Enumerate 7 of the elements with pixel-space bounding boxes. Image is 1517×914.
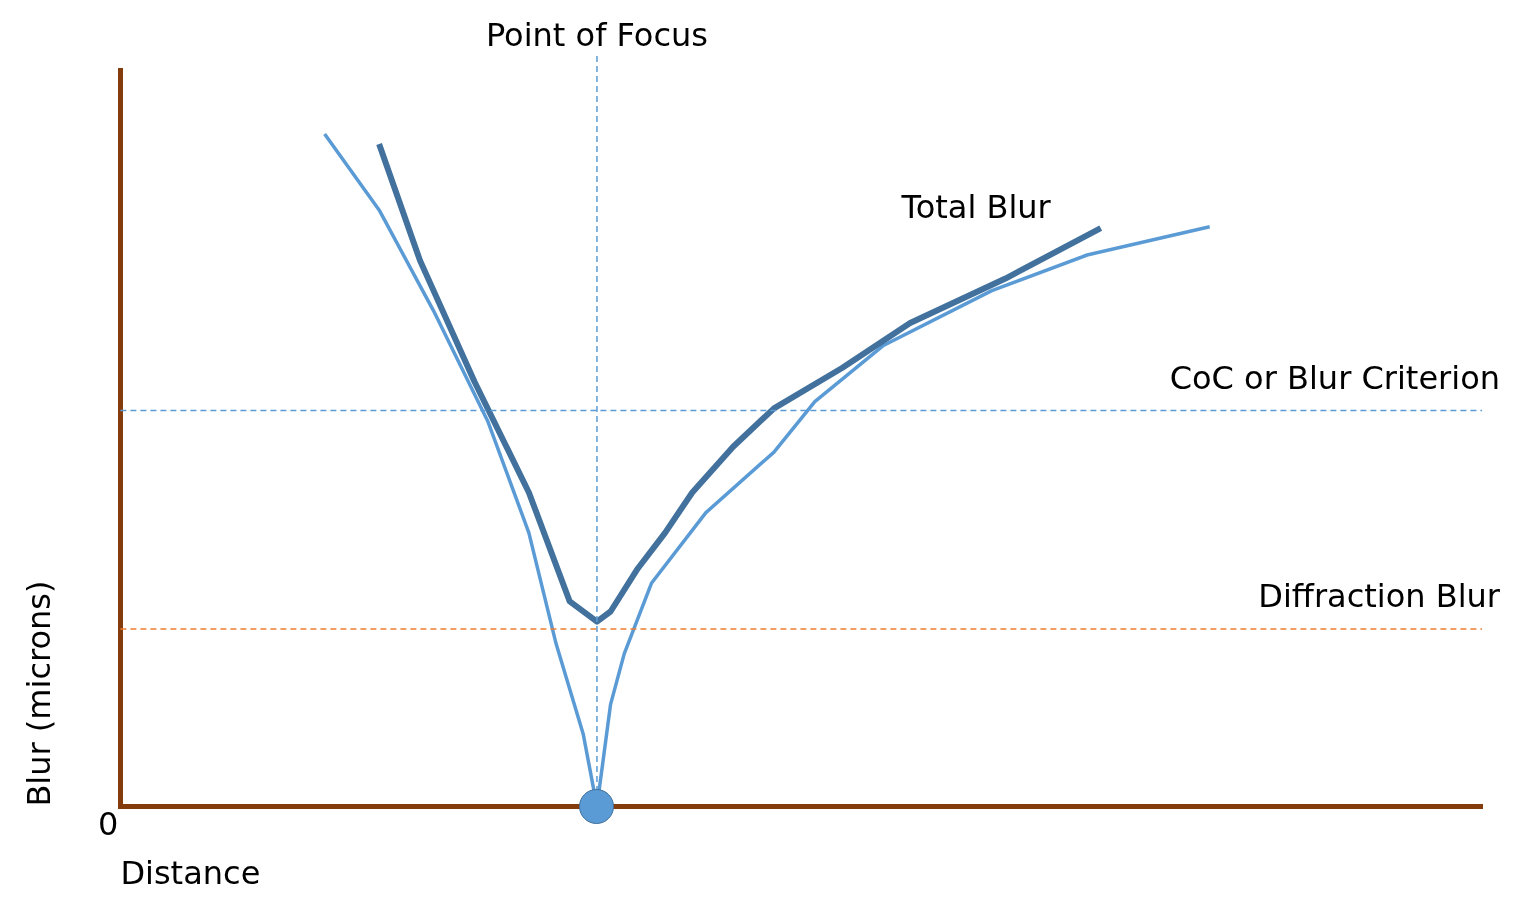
text: 0 [98, 804, 119, 843]
y-axis-title: Blur (microns) [19, 580, 58, 807]
text: Point of Focus [485, 16, 708, 55]
series-label: Total Blur [900, 188, 1052, 227]
x-axis-title: Distance [120, 854, 261, 893]
ref-line-label: CoC or Blur Criterion [1169, 358, 1500, 397]
ref-line-label: Diffraction Blur [1258, 577, 1501, 616]
